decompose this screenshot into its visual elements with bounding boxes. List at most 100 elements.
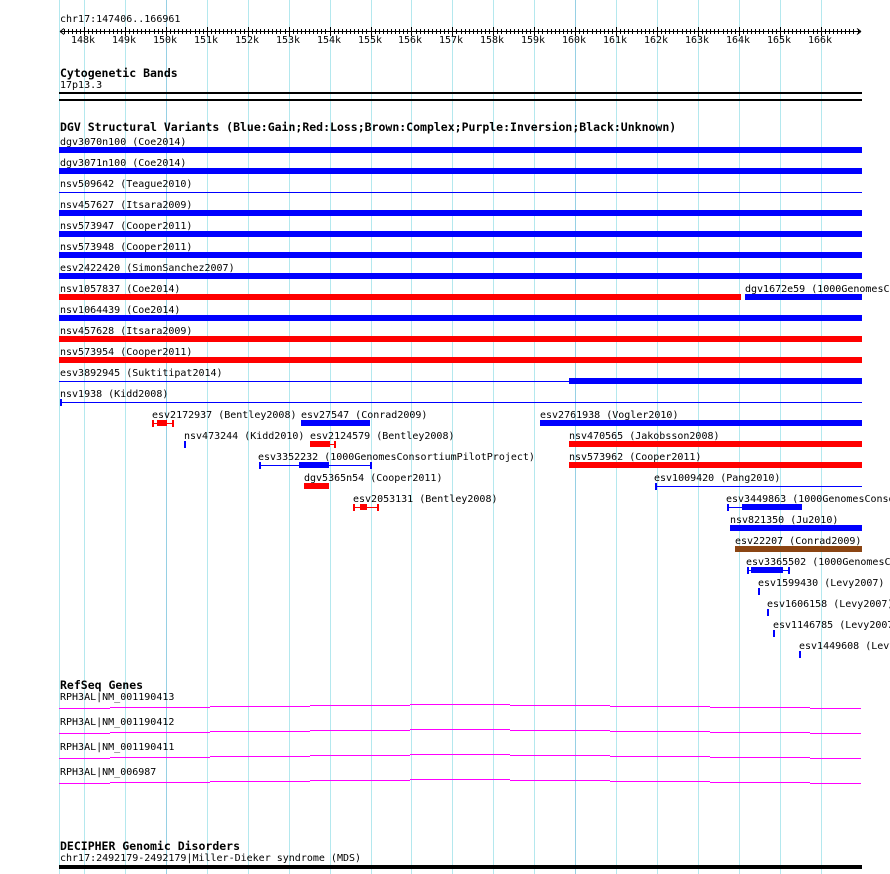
dgv-feature-bar[interactable] <box>745 294 862 300</box>
dgv-feature-tick[interactable] <box>353 504 355 511</box>
grid-line <box>166 0 167 874</box>
dgv-feature-tick[interactable] <box>788 567 790 574</box>
dgv-feature-tick[interactable] <box>747 567 749 574</box>
grid-line <box>616 0 617 874</box>
dgv-feature-label[interactable]: nsv1064439 (Coe2014) <box>60 305 181 316</box>
dgv-feature-label[interactable]: nsv509642 (Teague2010) <box>60 179 193 190</box>
dgv-feature-label[interactable]: nsv457627 (Itsara2009) <box>60 200 193 211</box>
refseq-gene-label[interactable]: RPH3AL|NM_001190411 <box>60 742 175 753</box>
dgv-feature-bar[interactable] <box>569 441 862 447</box>
dgv-feature-line[interactable] <box>60 402 862 403</box>
dgv-feature-label[interactable]: dgv3071n100 (Coe2014) <box>60 158 187 169</box>
dgv-feature-bar[interactable] <box>59 252 862 258</box>
dgv-feature-line[interactable] <box>59 381 569 382</box>
dgv-feature-bar[interactable] <box>730 525 862 531</box>
decipher-feature-bar[interactable] <box>59 865 862 869</box>
dgv-feature-bar[interactable] <box>310 441 330 447</box>
refseq-gene-label[interactable]: RPH3AL|NM_001190413 <box>60 692 175 703</box>
dgv-feature-bar[interactable] <box>360 504 367 510</box>
dgv-feature-line[interactable] <box>727 507 742 508</box>
dgv-feature-label[interactable]: dgv3070n100 (Coe2014) <box>60 137 187 148</box>
dgv-feature-bar[interactable] <box>299 462 329 468</box>
dgv-feature-label[interactable]: esv1606158 (Levy2007) <box>767 599 890 610</box>
ruler-tick-label: 161k <box>603 35 628 46</box>
dgv-feature-bar[interactable] <box>569 462 862 468</box>
dgv-feature-bar[interactable] <box>59 147 862 153</box>
dgv-feature-bar[interactable] <box>59 168 862 174</box>
dgv-feature-bar[interactable] <box>735 546 862 552</box>
dgv-feature-bar[interactable] <box>59 210 862 216</box>
dgv-feature-bar[interactable] <box>59 315 862 321</box>
grid-line <box>698 0 699 874</box>
dgv-feature-bar[interactable] <box>301 420 370 426</box>
dgv-feature-bar[interactable] <box>59 336 862 342</box>
dgv-feature-line[interactable] <box>59 192 862 193</box>
dgv-feature-label[interactable]: esv1009420 (Pang2010) <box>654 473 781 484</box>
dgv-feature-tick[interactable] <box>259 462 261 469</box>
dgv-feature-label[interactable]: esv2124579 (Bentley2008) <box>310 431 455 442</box>
grid-line <box>248 0 249 874</box>
dgv-feature-label[interactable]: esv1599430 (Levy2007) <box>758 578 885 589</box>
dgv-feature-label[interactable]: esv1146785 (Levy2007) <box>773 620 890 631</box>
cytoband-label[interactable]: 17p13.3 <box>60 80 103 91</box>
dgv-feature-tick[interactable] <box>172 420 174 427</box>
dgv-feature-bar[interactable] <box>59 357 862 363</box>
dgv-feature-tick[interactable] <box>758 588 760 595</box>
refseq-gene-label[interactable]: RPH3AL|NM_001190412 <box>60 717 175 728</box>
dgv-feature-line[interactable] <box>655 486 862 487</box>
dgv-feature-label[interactable]: nsv821350 (Ju2010) <box>730 515 839 526</box>
dgv-feature-line[interactable] <box>330 444 334 445</box>
dgv-feature-label[interactable]: esv27547 (Conrad2009) <box>301 410 428 421</box>
dgv-feature-label[interactable]: esv3892945 (Suktitipat2014) <box>60 368 223 379</box>
dgv-feature-label[interactable]: nsv573948 (Cooper2011) <box>60 242 193 253</box>
dgv-feature-tick[interactable] <box>377 504 379 511</box>
refseq-gene-label[interactable]: RPH3AL|NM_006987 <box>60 767 157 778</box>
ruler-tick-label: 157k <box>439 35 464 46</box>
dgv-feature-label[interactable]: nsv470565 (Jakobsson2008) <box>569 431 720 442</box>
cytoband-line-top <box>59 92 862 94</box>
ruler-tick-label: 163k <box>685 35 710 46</box>
dgv-feature-label[interactable]: nsv457628 (Itsara2009) <box>60 326 193 337</box>
dgv-feature-label[interactable]: esv1449608 (Levy2007) <box>799 641 890 652</box>
grid-line <box>289 0 290 874</box>
dgv-feature-bar[interactable] <box>751 567 783 573</box>
dgv-feature-label[interactable]: esv2172937 (Bentley2008) <box>152 410 297 421</box>
ruler-tick-label: 156k <box>398 35 423 46</box>
dgv-feature-bar[interactable] <box>59 273 862 279</box>
dgv-feature-bar[interactable] <box>59 231 862 237</box>
ruler-tick-label: 158k <box>480 35 505 46</box>
dgv-feature-label[interactable]: nsv473244 (Kidd2010) <box>184 431 305 442</box>
dgv-feature-bar[interactable] <box>157 420 167 426</box>
dgv-feature-label[interactable]: nsv573954 (Cooper2011) <box>60 347 193 358</box>
dgv-feature-label[interactable]: nsv1938 (Kidd2008) <box>60 389 169 400</box>
dgv-feature-bar[interactable] <box>304 483 329 489</box>
ruler-tick-label: 159k <box>521 35 546 46</box>
dgv-feature-tick[interactable] <box>334 441 336 448</box>
dgv-feature-tick[interactable] <box>799 651 801 658</box>
ruler[interactable] <box>0 0 890 60</box>
dgv-feature-tick[interactable] <box>184 441 186 448</box>
dgv-feature-label[interactable]: nsv573947 (Cooper2011) <box>60 221 193 232</box>
dgv-feature-label[interactable]: esv3352232 (1000GenomesConsortiumPilotPr… <box>258 452 535 463</box>
dgv-feature-tick[interactable] <box>773 630 775 637</box>
dgv-feature-tick[interactable] <box>370 462 372 469</box>
dgv-feature-bar[interactable] <box>742 504 802 510</box>
dgv-feature-label[interactable]: esv2053131 (Bentley2008) <box>353 494 498 505</box>
dgv-feature-label[interactable]: esv2422420 (SimonSanchez2007) <box>60 263 235 274</box>
dgv-feature-label[interactable]: esv22207 (Conrad2009) <box>735 536 862 547</box>
dgv-feature-tick[interactable] <box>152 420 154 427</box>
dgv-feature-label[interactable]: nsv573962 (Cooper2011) <box>569 452 702 463</box>
dgv-feature-label[interactable]: dgv1672e59 (1000GenomesConsortiumPilotPr… <box>745 284 890 295</box>
dgv-feature-label[interactable]: esv2761938 (Vogler2010) <box>540 410 679 421</box>
dgv-feature-label[interactable]: dgv5365n54 (Cooper2011) <box>304 473 443 484</box>
dgv-feature-bar[interactable] <box>540 420 862 426</box>
dgv-feature-label[interactable]: esv3449863 (1000GenomesConsortiumPilotPr… <box>726 494 890 505</box>
grid-line <box>534 0 535 874</box>
dgv-feature-label[interactable]: esv3365502 (1000GenomesConsortiumPilotPr… <box>746 557 890 568</box>
dgv-feature-bar[interactable] <box>59 294 741 300</box>
dgv-feature-bar[interactable] <box>569 378 862 384</box>
dgv-feature-label[interactable]: nsv1057837 (Coe2014) <box>60 284 181 295</box>
dgv-feature-tick[interactable] <box>767 609 769 616</box>
